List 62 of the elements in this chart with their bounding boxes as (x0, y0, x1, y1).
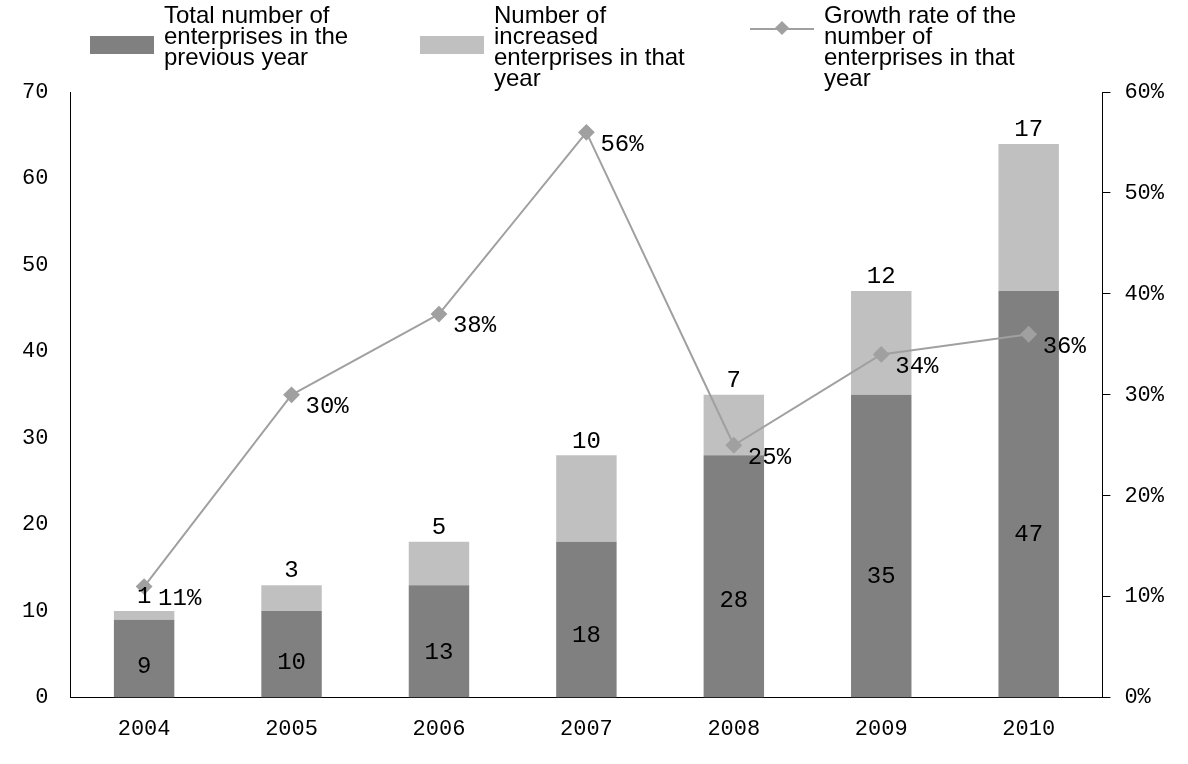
point (283, 386, 300, 403)
y-tick-label: 0 (35, 685, 49, 711)
legend-label: Growth rate of the number of enterprises in that year (824, 1, 1018, 91)
bar (113, 611, 175, 620)
data-label: 38% (452, 312, 497, 340)
data-label: 17 (1014, 116, 1044, 144)
data-label: 35 (866, 562, 896, 590)
data-label: 10 (277, 649, 306, 677)
bar (261, 611, 322, 698)
y2-tick-label: 40% (1124, 281, 1165, 307)
data-label: 10 (571, 427, 601, 455)
y-tick-label: 50 (22, 252, 49, 278)
bar (408, 541, 470, 586)
y2-tick-label: 60% (1124, 79, 1165, 105)
x-tick-label: 2009 (854, 716, 908, 742)
data-label: 30% (305, 393, 350, 421)
point (430, 306, 447, 323)
bar (261, 585, 322, 612)
y-tick-label: 10 (22, 598, 49, 624)
data-label: 18 (571, 621, 601, 649)
data-label: 1 (136, 583, 152, 611)
data-label: 3 (284, 557, 299, 585)
point (578, 124, 595, 141)
data-label: 7 (726, 367, 742, 395)
data-label: 11% (158, 584, 202, 612)
point (873, 346, 890, 363)
x-tick-label: 2007 (559, 716, 613, 742)
data-label: 28 (719, 587, 749, 615)
point (725, 437, 742, 454)
bar (998, 143, 1059, 291)
bar (113, 619, 175, 698)
y-tick-label: 30 (22, 425, 49, 451)
y-tick-label: 40 (22, 339, 49, 365)
x-tick-label: 2006 (412, 716, 466, 742)
data-label: 9 (136, 652, 152, 680)
x-tick-label: 2008 (707, 716, 761, 742)
data-label: 12 (866, 263, 896, 291)
y2-tick-label: 30% (1124, 382, 1165, 408)
legend-label: Number of increased enterprises in that year (494, 1, 686, 91)
point (1020, 326, 1037, 343)
bar (556, 541, 617, 698)
y-tick-label: 20 (22, 512, 49, 538)
y2-tick-label: 10% (1124, 584, 1165, 610)
data-label: 25% (747, 443, 792, 471)
y-tick-label: 60 (22, 166, 49, 192)
bar (851, 394, 912, 698)
y2-tick-label: 50% (1124, 180, 1165, 206)
y2-tick-label: 0% (1124, 685, 1152, 711)
x-tick-label: 2010 (1002, 716, 1056, 742)
data-label: 36% (1042, 332, 1087, 360)
data-label: 34% (895, 352, 940, 380)
x-tick-label: 2005 (265, 716, 318, 742)
data-label: 56% (600, 130, 645, 158)
data-label: 13 (424, 638, 454, 666)
bar (556, 455, 617, 542)
y-tick-label: 70 (22, 79, 49, 105)
x-tick-label: 2004 (117, 716, 171, 742)
legend-label: Total number of enterprises in the previous year (164, 1, 350, 70)
bar (408, 585, 470, 698)
data-label: 47 (1014, 521, 1044, 549)
y2-tick-label: 20% (1124, 483, 1165, 509)
data-label: 5 (431, 514, 447, 542)
